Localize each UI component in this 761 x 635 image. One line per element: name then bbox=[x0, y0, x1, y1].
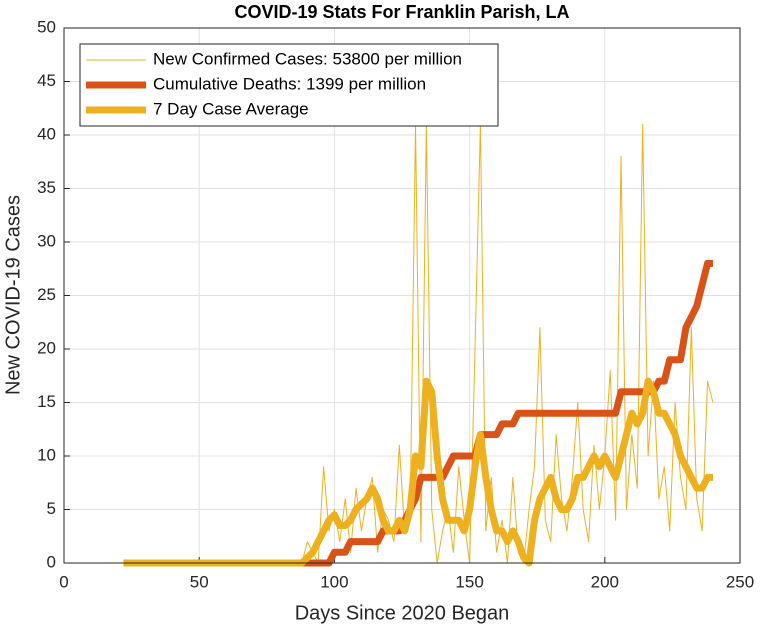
y-tick-label: 35 bbox=[37, 178, 56, 197]
x-tick-label: 250 bbox=[726, 572, 754, 591]
y-tick-label: 25 bbox=[37, 285, 56, 304]
y-tick-label: 15 bbox=[37, 392, 56, 411]
legend-label: 7 Day Case Average bbox=[153, 99, 309, 118]
plot-frame bbox=[63, 27, 741, 564]
y-tick-label: 50 bbox=[37, 17, 56, 36]
y-axis-label: New COVID-19 Cases bbox=[2, 195, 24, 395]
x-tick-label: 0 bbox=[59, 572, 68, 591]
y-tick-label: 5 bbox=[47, 499, 56, 518]
chart-title: COVID-19 Stats For Franklin Parish, LA bbox=[234, 2, 569, 22]
legend-label: New Confirmed Cases: 53800 per million bbox=[153, 49, 462, 68]
y-tick-label: 40 bbox=[37, 124, 56, 143]
y-tick-label: 0 bbox=[47, 552, 56, 571]
legend-label: Cumulative Deaths: 1399 per million bbox=[153, 74, 426, 93]
y-tick-label: 45 bbox=[37, 71, 56, 90]
x-tick-label: 200 bbox=[591, 572, 619, 591]
x-axis-label: Days Since 2020 Began bbox=[295, 602, 510, 624]
y-tick-label: 30 bbox=[37, 231, 56, 250]
plot-lines bbox=[123, 123, 714, 567]
legend: New Confirmed Cases: 53800 per million Cu… bbox=[79, 43, 499, 127]
x-tick-label: 150 bbox=[455, 572, 483, 591]
y-tick-label: 20 bbox=[37, 338, 56, 357]
x-tick-label: 100 bbox=[320, 572, 348, 591]
legend-box bbox=[79, 43, 499, 127]
x-tick-label: 50 bbox=[190, 572, 209, 591]
y-tick-label: 10 bbox=[37, 445, 56, 464]
